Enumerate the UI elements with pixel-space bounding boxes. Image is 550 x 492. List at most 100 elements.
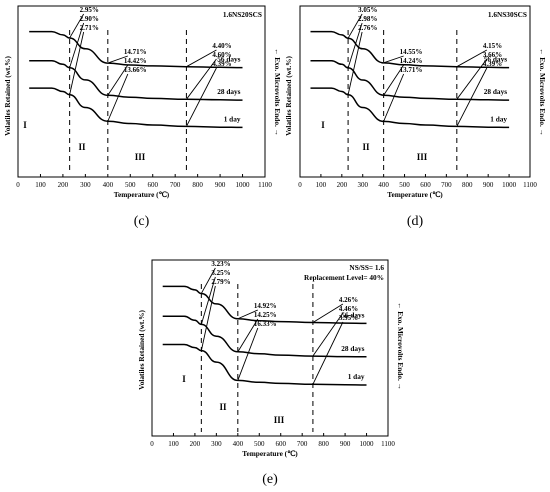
x-axis-label: Temperature (℃) xyxy=(242,449,298,458)
plot-frame xyxy=(299,5,531,178)
mass-loss-label: 4.46% xyxy=(339,305,358,313)
x-tick-label: 100 xyxy=(168,440,179,448)
mass-loss-label: 2.79% xyxy=(211,278,230,286)
mass-loss-label: 3.66% xyxy=(483,51,502,59)
tga-curve-1-day xyxy=(310,87,510,129)
region-label: II xyxy=(219,402,227,412)
x-tick-label: 500 xyxy=(254,440,265,448)
tga-curve-28-days xyxy=(29,59,243,101)
mass-loss-leader-line xyxy=(347,22,363,69)
mass-loss-leader-line xyxy=(69,13,85,39)
x-tick-label: 0 xyxy=(298,181,302,189)
mass-loss-label: 2.76% xyxy=(358,24,377,32)
mass-loss-leader-line xyxy=(237,318,259,353)
x-tick-label: 500 xyxy=(125,181,136,189)
region-label: II xyxy=(362,142,370,152)
mass-loss-leader-line xyxy=(383,73,405,122)
series-label: 56 days xyxy=(484,55,507,64)
x-tick-label: 0 xyxy=(150,440,154,448)
series-label: 28 days xyxy=(341,344,364,353)
x-tick-label: 600 xyxy=(275,440,286,448)
x-tick-label: 900 xyxy=(340,440,351,448)
x-tick-label: 200 xyxy=(58,181,69,189)
x-tick-label: 1100 xyxy=(523,181,537,189)
mass-loss-label: 4.15% xyxy=(483,42,502,50)
x-tick-label: 800 xyxy=(318,440,329,448)
series-label: 28 days xyxy=(484,87,507,96)
mass-loss-leader-line xyxy=(456,49,488,68)
region-label: I xyxy=(23,120,27,130)
mass-loss-leader-line xyxy=(107,55,128,64)
series-label: 56 days xyxy=(217,55,240,64)
panel-caption: (e) xyxy=(262,472,278,487)
mass-loss-leader-line xyxy=(383,55,404,64)
mass-loss-label: 14.24% xyxy=(400,57,423,65)
mass-loss-leader-line xyxy=(456,58,488,100)
x-tick-label: 400 xyxy=(233,440,244,448)
chart-panel-e: 0 100 200 300 400 500 600 700 800 900 1000 1100 Temp… xyxy=(137,259,405,487)
x-tick-label: 100 xyxy=(35,181,46,189)
panel-title: 1.6NS30SCS xyxy=(488,10,527,19)
series-label: 1 day xyxy=(348,372,365,381)
chart-panel-c: 0 100 200 300 400 500 600 700 800 900 1000 1100 Temp… xyxy=(3,5,282,229)
x-tick-label: 100 xyxy=(316,181,327,189)
mass-loss-leader-line xyxy=(200,285,216,351)
mass-loss-label: 3.23% xyxy=(211,260,230,268)
panel-title: NS/SS= 1.6 xyxy=(349,263,384,272)
mass-loss-label: 13.66% xyxy=(124,66,147,74)
x-tick-label: 800 xyxy=(192,181,203,189)
x-tick-label: 600 xyxy=(420,181,431,189)
x-tick-label: 300 xyxy=(80,181,91,189)
x-tick-label: 600 xyxy=(147,181,158,189)
y-axis-label: Volatiles Retained (wt.%) xyxy=(284,56,293,136)
mass-loss-leader-line xyxy=(186,49,217,68)
mass-loss-label: 3.25% xyxy=(211,269,230,277)
panel-caption: (c) xyxy=(134,214,150,229)
mass-loss-label: 2.95% xyxy=(80,6,99,14)
x-tick-label: 200 xyxy=(190,440,201,448)
mass-loss-label: 16.33% xyxy=(254,320,277,328)
mass-loss-leader-line xyxy=(347,13,363,39)
x-tick-label: 800 xyxy=(462,181,473,189)
mass-loss-label: 4.60% xyxy=(212,51,231,59)
series-label: 56 days xyxy=(341,310,364,319)
mass-loss-leader-line xyxy=(186,58,217,100)
plot-frame xyxy=(17,5,266,178)
right-axis-label: ← Exo. Microvolts Endo. → xyxy=(538,48,547,136)
y-axis-label: Volatiles Retained (wt.%) xyxy=(137,310,146,390)
x-tick-label: 1000 xyxy=(360,440,375,448)
mass-loss-label: 4.39% xyxy=(212,60,231,68)
plot-frame xyxy=(151,259,389,437)
region-label: I xyxy=(182,374,186,384)
x-tick-label: 700 xyxy=(441,181,452,189)
x-tick-label: 1100 xyxy=(258,181,272,189)
chart-panel-d: 0 100 200 300 400 500 600 700 800 900 1000 1100 Temp… xyxy=(284,5,547,229)
mass-loss-leader-line xyxy=(347,31,363,95)
mass-loss-label: 3.95% xyxy=(339,314,358,322)
tga-curve-1-day xyxy=(162,343,367,386)
series-label: 28 days xyxy=(217,87,240,96)
series-label: 1 day xyxy=(490,114,507,123)
x-tick-label: 1000 xyxy=(502,181,517,189)
x-tick-label: 400 xyxy=(378,181,389,189)
mass-loss-leader-line xyxy=(237,309,258,320)
panel-title: 1.6NS20SCS xyxy=(223,10,262,19)
mass-loss-leader-line xyxy=(456,67,488,127)
x-tick-label: 900 xyxy=(483,181,494,189)
panel-title: Replacement Level= 40% xyxy=(304,273,384,282)
mass-loss-label: 4.40% xyxy=(212,42,231,50)
mass-loss-leader-line xyxy=(312,312,344,357)
mass-loss-label: 3.05% xyxy=(358,6,377,14)
region-label: III xyxy=(274,415,285,425)
mass-loss-label: 13.71% xyxy=(400,66,423,74)
region-label: I xyxy=(321,120,325,130)
mass-loss-leader-line xyxy=(200,276,216,325)
tga-curve-56-days xyxy=(162,285,367,325)
y-axis-label: Volatiles Retained (wt.%) xyxy=(3,56,12,136)
mass-loss-label: 14.71% xyxy=(124,48,147,56)
mass-loss-leader-line xyxy=(200,267,216,294)
mass-loss-leader-line xyxy=(312,303,344,323)
mass-loss-label: 14.92% xyxy=(254,302,277,310)
x-tick-label: 0 xyxy=(16,181,20,189)
mass-loss-leader-line xyxy=(312,321,344,385)
